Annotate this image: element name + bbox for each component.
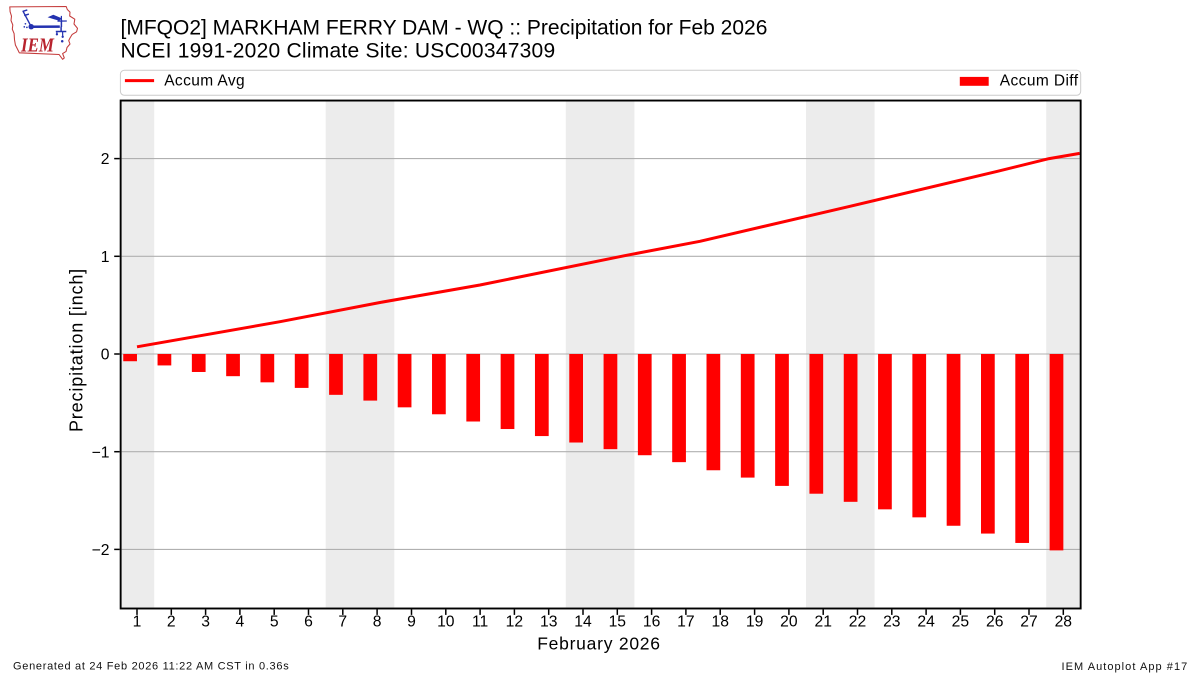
svg-text:[MFQO2] MARKHAM FERRY DAM - WQ: [MFQO2] MARKHAM FERRY DAM - WQ :: Precip… [121, 17, 768, 40]
svg-text:26: 26 [986, 614, 1004, 631]
svg-text:27: 27 [1020, 614, 1037, 631]
svg-text:4: 4 [236, 614, 245, 631]
svg-text:Accum Diff: Accum Diff [1000, 73, 1079, 90]
svg-text:10: 10 [437, 614, 455, 631]
svg-text:IEM Autoplot App #17: IEM Autoplot App #17 [1061, 661, 1188, 673]
svg-text:Precipitation [inch]: Precipitation [inch] [67, 268, 87, 432]
svg-text:23: 23 [883, 614, 901, 631]
svg-text:1: 1 [133, 614, 142, 631]
svg-text:3: 3 [201, 614, 210, 631]
svg-text:2: 2 [167, 614, 176, 631]
svg-text:28: 28 [1055, 614, 1073, 631]
svg-text:−1: −1 [92, 444, 110, 461]
svg-text:9: 9 [407, 614, 416, 631]
svg-text:16: 16 [643, 614, 661, 631]
svg-text:−2: −2 [92, 542, 110, 559]
svg-text:Accum Avg: Accum Avg [164, 73, 245, 90]
svg-text:1: 1 [101, 249, 110, 266]
svg-text:21: 21 [814, 614, 831, 631]
svg-text:February 2026: February 2026 [537, 634, 661, 654]
svg-text:6: 6 [304, 614, 313, 631]
svg-text:13: 13 [540, 614, 558, 631]
svg-text:Generated at 24 Feb 2026 11:22: Generated at 24 Feb 2026 11:22 AM CST in… [13, 661, 289, 673]
svg-text:19: 19 [746, 614, 763, 631]
svg-text:5: 5 [270, 614, 279, 631]
svg-text:15: 15 [609, 614, 627, 631]
svg-text:7: 7 [338, 614, 347, 631]
svg-text:22: 22 [849, 614, 866, 631]
svg-text:17: 17 [677, 614, 694, 631]
svg-text:24: 24 [917, 614, 935, 631]
svg-text:20: 20 [780, 614, 798, 631]
svg-text:8: 8 [373, 614, 382, 631]
svg-text:11: 11 [472, 614, 488, 631]
svg-text:NCEI 1991-2020 Climate Site: U: NCEI 1991-2020 Climate Site: USC00347309 [121, 40, 556, 63]
svg-text:2: 2 [101, 151, 110, 168]
svg-text:25: 25 [952, 614, 970, 631]
svg-text:IEM: IEM [20, 36, 54, 57]
svg-text:14: 14 [574, 614, 592, 631]
svg-text:12: 12 [506, 614, 523, 631]
svg-text:18: 18 [711, 614, 729, 631]
svg-text:0: 0 [101, 347, 110, 364]
